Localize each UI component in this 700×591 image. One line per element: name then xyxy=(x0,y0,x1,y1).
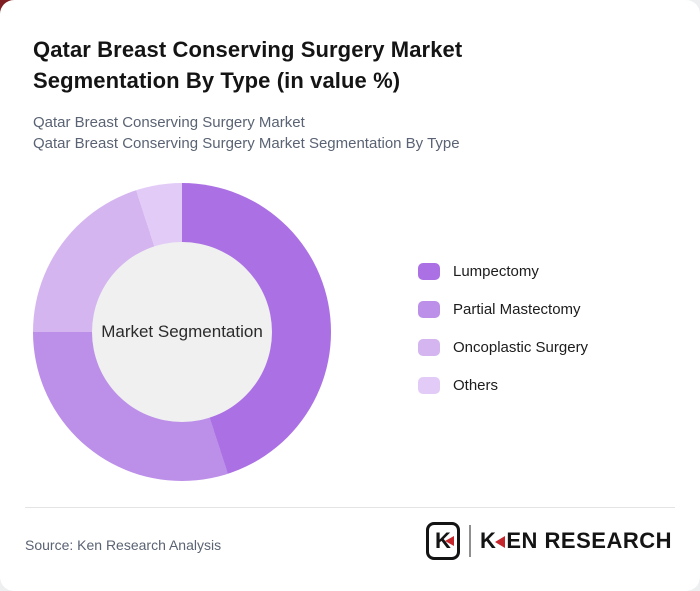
logo-divider-bar xyxy=(468,525,471,557)
legend-item-partial-mastectomy: Partial Mastectomy xyxy=(418,301,588,318)
legend-swatch-oncoplastic-surgery xyxy=(418,339,440,356)
page-title: Qatar Breast Conserving Surgery Market S… xyxy=(33,34,462,96)
wordmark-red-triangle-icon xyxy=(495,536,506,548)
legend-label-oncoplastic-surgery: Oncoplastic Surgery xyxy=(453,339,589,356)
ken-research-emblem-icon: K xyxy=(425,522,460,560)
page-subtitle: Qatar Breast Conserving Surgery Market Q… xyxy=(33,112,460,154)
footer-divider xyxy=(25,507,675,508)
legend-swatch-partial-mastectomy xyxy=(418,301,440,318)
source-note: Source: Ken Research Analysis xyxy=(25,537,222,553)
legend-label-lumpectomy: Lumpectomy xyxy=(453,263,539,280)
donut-center-label: Market Segmentation xyxy=(101,322,263,341)
legend-swatch-lumpectomy xyxy=(418,263,440,280)
wordmark-rest: EN RESEARCH xyxy=(506,528,672,553)
donut-center: Market Segmentation xyxy=(92,242,272,422)
ken-research-wordmark: K EN RESEARCH xyxy=(480,528,672,554)
legend-item-oncoplastic-surgery: Oncoplastic Surgery xyxy=(418,339,588,356)
emblem-red-triangle-icon xyxy=(444,536,454,546)
legend-label-partial-mastectomy: Partial Mastectomy xyxy=(453,301,581,318)
chart-legend: Lumpectomy Partial Mastectomy Oncoplasti… xyxy=(418,263,588,394)
legend-swatch-others xyxy=(418,377,440,394)
legend-item-lumpectomy: Lumpectomy xyxy=(418,263,588,280)
wordmark-k: K xyxy=(479,528,497,553)
emblem-letter: K xyxy=(435,528,451,553)
legend-item-others: Others xyxy=(418,377,588,394)
legend-label-others: Others xyxy=(453,377,499,394)
page-title-line2: Segmentation By Type (in value %) xyxy=(33,68,401,93)
donut-chart: Market Segmentation xyxy=(33,183,331,481)
page-subtitle-line1: Qatar Breast Conserving Surgery Market xyxy=(33,114,305,131)
page-title-line1: Qatar Breast Conserving Surgery Market xyxy=(33,37,463,62)
page-subtitle-line2: Qatar Breast Conserving Surgery Market S… xyxy=(33,135,460,152)
ken-research-logo: K K EN RESEARCH xyxy=(425,522,672,560)
